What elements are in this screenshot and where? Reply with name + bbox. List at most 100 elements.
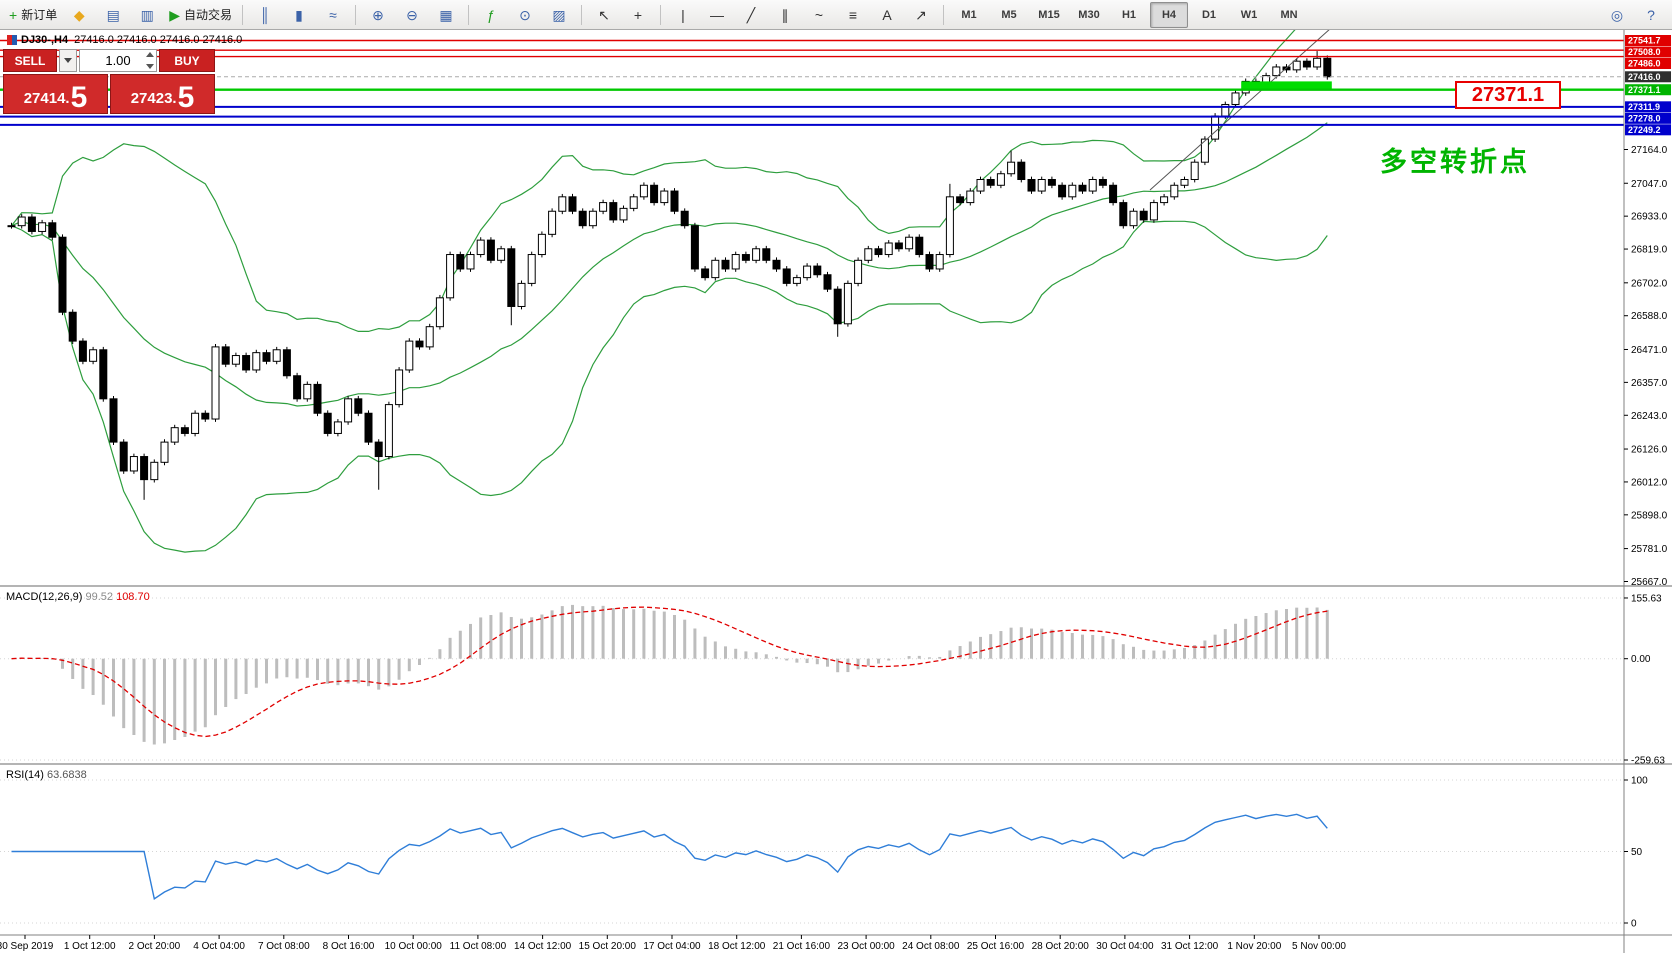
fibonacci-tool[interactable]: ≡	[837, 2, 869, 28]
price-tick-label: 26243.0	[1631, 411, 1668, 422]
navigator-icon[interactable]: ▥	[131, 2, 163, 28]
candle	[1078, 184, 1087, 192]
lot-size-field[interactable]: 1.00	[79, 49, 157, 72]
candle	[741, 254, 750, 261]
new-order-button-glyph: +	[9, 6, 18, 23]
candle	[986, 179, 995, 186]
candle	[874, 248, 883, 256]
candle	[833, 288, 842, 325]
text-tool[interactable]: A	[871, 2, 903, 28]
price-axis[interactable]: 27164.0 27047.0 26933.0 26819.0 26702.0 26588…	[1624, 35, 1671, 930]
price-line-label: 27486.0	[1628, 59, 1661, 69]
buy-price[interactable]: 27423. 5	[110, 74, 215, 114]
candle	[1119, 202, 1128, 227]
help-icon[interactable]: ?	[1635, 2, 1667, 28]
candle	[446, 254, 455, 299]
timeframe-h4[interactable]: H4	[1150, 1, 1188, 28]
cycle-lines-tool[interactable]: ~	[803, 2, 835, 28]
search-icon[interactable]: ◎	[1601, 2, 1633, 28]
trendline-tool[interactable]: ╱	[735, 2, 767, 28]
price-tick-label: 26126.0	[1631, 445, 1668, 456]
templates-button[interactable]: ▨	[543, 2, 575, 28]
new-order-button[interactable]: + 新订单	[5, 2, 61, 28]
candle	[89, 349, 98, 362]
zoom-in-button[interactable]: ⊕	[362, 2, 394, 28]
candle	[884, 242, 893, 256]
lot-spinner[interactable]	[146, 52, 154, 69]
candle	[1017, 161, 1026, 181]
chart-symbol-icon	[7, 35, 17, 45]
tile-windows-button[interactable]: ▦	[430, 2, 462, 28]
zoom-out-button[interactable]: ⊖	[396, 2, 428, 28]
price-line-label-bg	[1625, 84, 1671, 96]
cursor-button[interactable]: ↖	[588, 2, 620, 28]
candle	[639, 184, 648, 198]
price-tick-label: 26702.0	[1631, 278, 1668, 289]
candlestick-chart-button[interactable]: ▮	[283, 2, 315, 28]
candle	[1088, 179, 1097, 192]
crosshair-button[interactable]: +	[622, 2, 654, 28]
candle	[313, 383, 322, 414]
timeframe-w1[interactable]: W1	[1230, 2, 1268, 28]
price-tick-label: 26471.0	[1631, 345, 1668, 356]
candle	[344, 398, 353, 423]
timeframe-m5[interactable]: M5	[990, 2, 1028, 28]
time-tick-label: 15 Oct 20:00	[579, 941, 637, 952]
channel-tool[interactable]: ∥	[769, 2, 801, 28]
horizontal-line-tool[interactable]: —	[701, 2, 733, 28]
timeframe-m30-label: M30	[1078, 8, 1100, 21]
autotrading-button[interactable]: ▶ 自动交易	[165, 2, 236, 28]
candle	[221, 346, 230, 365]
buy-button[interactable]: BUY	[159, 49, 215, 72]
candle	[690, 225, 699, 270]
candle	[68, 311, 77, 342]
chart-title: DJ30-,H4 27416.0 27416.0 27416.0 27416.0	[7, 34, 242, 46]
candle	[537, 233, 546, 256]
timeframe-mn-label: MN	[1280, 8, 1298, 21]
bar-chart-button[interactable]: ║	[249, 2, 281, 28]
price-line-label-bg	[1625, 112, 1671, 124]
panel-separator[interactable]	[0, 585, 1672, 587]
indicators-list-button[interactable]: ƒ	[475, 2, 507, 28]
candle	[191, 412, 200, 434]
sell-price[interactable]: 27414. 5	[3, 74, 108, 114]
candle	[466, 254, 475, 270]
bollinger-upper-band	[11, 30, 1296, 332]
periods-button[interactable]: ⊙	[509, 2, 541, 28]
timeframe-m30[interactable]: M30	[1070, 2, 1108, 28]
timeframe-h1[interactable]: H1	[1110, 2, 1148, 28]
candle	[843, 282, 852, 325]
price-line-label-bg	[1625, 58, 1671, 69]
market-watch-icon-glyph: ▤	[106, 6, 120, 23]
main-price-panel	[0, 30, 1624, 553]
price-line-label: 27311.9	[1628, 102, 1660, 112]
line-chart-button[interactable]: ≈	[317, 2, 349, 28]
vertical-line-tool[interactable]: |	[667, 2, 699, 28]
timeframe-m1[interactable]: M1	[950, 2, 988, 28]
metaquotes-icon[interactable]: ◆	[63, 2, 95, 28]
timeframe-m15[interactable]: M15	[1030, 2, 1068, 28]
bollinger-middle-band	[11, 122, 1328, 407]
timeframe-mn[interactable]: MN	[1270, 2, 1308, 28]
market-watch-icon[interactable]: ▤	[97, 2, 129, 28]
candle	[1200, 138, 1209, 163]
lot-dropdown-button[interactable]	[59, 49, 77, 72]
sell-price-pip: 5	[70, 81, 88, 114]
chart-canvas[interactable]: MACD(12,26,9) 99.52 108.70 RSI(14) 63.683…	[0, 30, 1672, 953]
candle	[293, 375, 302, 400]
time-tick-label: 8 Oct 16:00	[323, 941, 375, 952]
candle	[150, 461, 159, 481]
time-tick-label: 11 Oct 08:00	[450, 941, 507, 952]
chart-window[interactable]: MACD(12,26,9) 99.52 108.70 RSI(14) 63.683…	[0, 30, 1672, 953]
candle	[1160, 196, 1169, 204]
candle	[823, 274, 832, 290]
time-axis[interactable]: 30 Sep 2019 1 Oct 12:00 2 Oct 20:00 4 Oct 0…	[0, 935, 1346, 952]
timeframe-d1[interactable]: D1	[1190, 2, 1228, 28]
trendline-object[interactable]	[1149, 30, 1340, 191]
cycle-lines-tool-glyph: ~	[814, 6, 824, 23]
highlight-zone-rect[interactable]	[1241, 81, 1332, 90]
chart-symbol-period: DJ30-,H4	[21, 34, 69, 46]
panel-separator[interactable]	[0, 763, 1672, 765]
sell-button[interactable]: SELL	[3, 49, 57, 72]
arrows-tool[interactable]: ↗	[905, 2, 937, 28]
